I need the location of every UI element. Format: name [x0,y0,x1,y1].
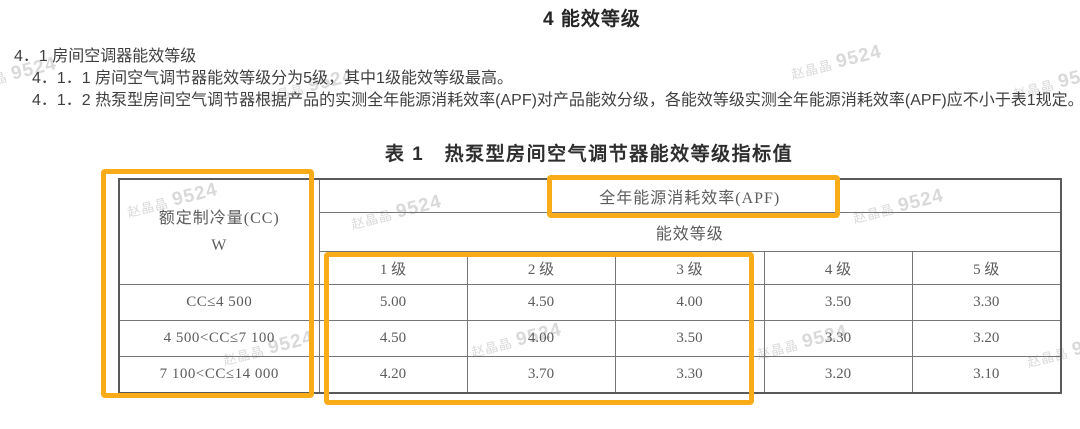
watermark-number: 9524 [1069,329,1080,361]
value-cell: 3.30 [911,284,1062,321]
value-cell: 5.00 [318,284,468,321]
value-cell: 3.10 [911,356,1062,394]
table-row: 4 500<CC≤7 100 4.50 4.00 3.50 3.30 3.20 [118,320,1062,357]
stub-header-cell: 额定制冷量(CC) W [118,178,320,285]
grade-col-header-4: 4 级 [763,251,913,285]
header-row-grade-group: 能效等级 [119,212,1062,252]
value-cell: 4.50 [318,320,468,357]
apf-header-cell: 全年能源消耗效率(APF) [318,178,1062,213]
row-label: CC≤4 500 [118,284,320,321]
table-caption: 表 1 热泵型房间空气调节器能效等级指标值 [384,144,794,165]
watermark-name: 赵晶晶 [0,69,10,95]
table-row: 7 100<CC≤14 000 4.20 3.70 3.30 3.20 3.10 [118,356,1062,394]
watermark-number: 9524 [833,41,884,73]
row-label: 7 100<CC≤14 000 [118,356,320,394]
section-heading: 4 能效等级 [543,9,641,30]
stub-header-line1: 额定制冷量(CC) [158,209,280,227]
grade-group-header-cell: 能效等级 [318,212,1062,252]
watermark: 赵晶晶 9524 [789,41,884,85]
value-cell: 3.70 [466,356,616,394]
value-cell: 3.30 [763,320,913,357]
grade-col-header-1: 1 级 [318,251,468,285]
grade-col-header-5: 5 级 [911,251,1062,285]
value-cell: 4.00 [614,284,765,321]
value-cell: 4.20 [318,356,468,394]
paragraph-4-1-2: 4．1．2 热泵型房间空气调节器根据产品的实测全年能源消耗效率(APF)对产品能… [32,92,1080,109]
efficiency-table: 额定制冷量(CC) W 全年能源消耗效率(APF) 能效等级 1 级 2 级 3… [118,178,1063,394]
grade-col-header-2: 2 级 [466,251,616,285]
watermark-name: 赵晶晶 [789,57,835,83]
value-cell: 3.50 [763,284,913,321]
header-row-apf: 额定制冷量(CC) W 全年能源消耗效率(APF) [118,178,1062,285]
value-cell: 3.30 [614,356,765,394]
paragraph-4-1: 4．1 房间空调器能效等级 [14,48,197,65]
value-cell: 4.00 [466,320,616,357]
grade-col-header-3: 3 级 [614,251,765,285]
value-cell: 4.50 [466,284,616,321]
value-cell: 3.20 [763,356,913,394]
table-row: CC≤4 500 5.00 4.50 4.00 3.50 3.30 [118,284,1062,321]
paragraph-4-1-1: 4．1．1 房间空气调节器能效等级分为5级，其中1级能效等级最高。 [32,70,513,87]
value-cell: 3.20 [911,320,1062,357]
stub-header-line2: W [211,237,228,254]
row-label: 4 500<CC≤7 100 [118,320,320,357]
value-cell: 3.50 [614,320,765,357]
